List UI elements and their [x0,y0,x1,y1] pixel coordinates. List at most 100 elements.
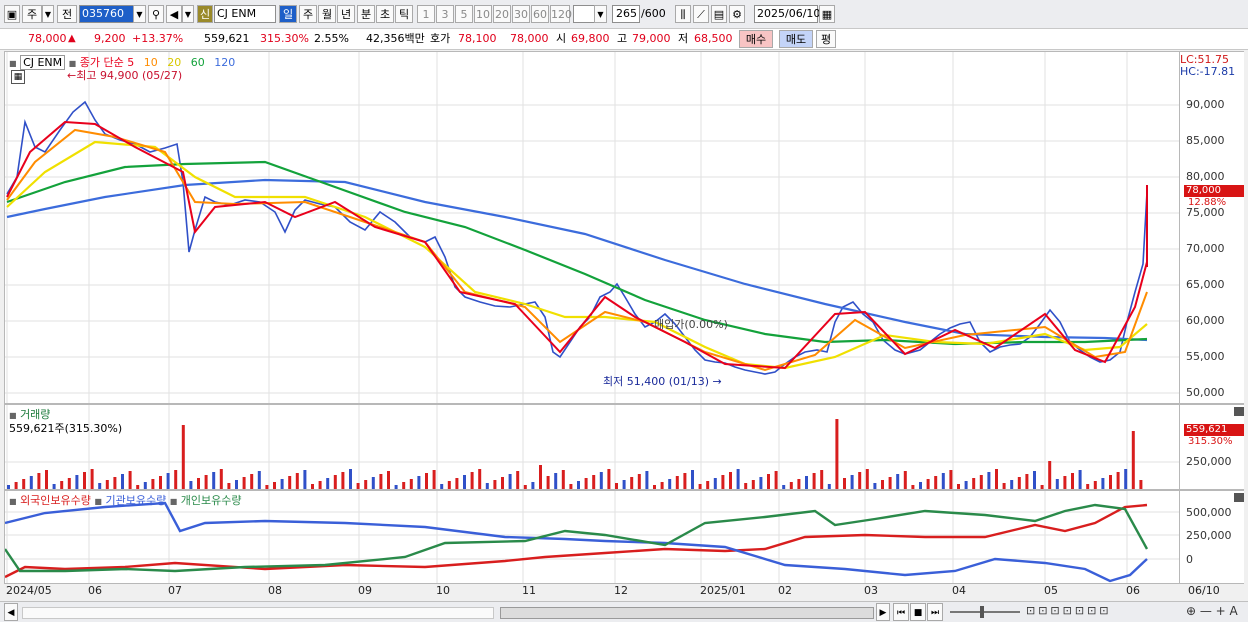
volume-chart[interactable] [5,405,1180,490]
volume-bar [326,478,330,489]
chevron-down-icon[interactable]: ▼ [133,5,146,23]
x-axis-label: 02 [778,584,792,597]
volume-bar [964,481,968,489]
interval-button-60[interactable]: 60 [531,5,549,23]
volume-bar [561,470,565,489]
volume-bar [706,481,710,489]
interval-button-1[interactable]: 1 [417,5,435,23]
volume-bar [463,475,466,489]
bid-price-2: 78,000 [510,32,549,45]
speaker-icon[interactable]: ◀ [166,5,182,23]
zoom-slider[interactable] [950,611,1020,613]
stop-icon[interactable]: ■ [910,603,926,621]
interval-button-10[interactable]: 10 [474,5,492,23]
period-button-second[interactable]: 초 [376,5,394,23]
volume-bar [858,472,862,489]
fast-forward-icon[interactable]: ⏭ [927,603,943,621]
buy-button[interactable]: 매수 [739,30,773,48]
period-button-week[interactable]: 주 [299,5,317,23]
volume-bar [546,476,550,489]
period-button-day[interactable]: 일 [279,5,297,23]
window-menu-icon[interactable]: ▣ [4,5,20,23]
period-button-minute[interactable]: 분 [357,5,375,23]
interval-button-5[interactable]: 5 [455,5,473,23]
prev-button[interactable]: 전 [57,5,77,23]
volume-bar [592,475,596,489]
interval-button-120[interactable]: 120 [550,5,572,23]
sell-button[interactable]: 매도 [779,30,813,48]
stock-code-input[interactable]: 035760 [79,5,135,23]
volume-bar [181,425,185,489]
chevron-down-icon[interactable]: ▼ [594,5,607,23]
volume-bar [584,478,588,489]
price-y-tick: 65,000 [1186,278,1225,291]
chevron-down-icon[interactable]: ▼ [42,5,54,23]
scroll-track[interactable] [22,607,494,619]
volume-bar [1002,483,1006,489]
scroll-right-icon[interactable]: ▶ [876,603,890,621]
candle-icon[interactable]: ⫼ [675,5,691,23]
high-label: 고 [617,32,628,45]
volume-bar [493,480,497,489]
rewind-icon[interactable]: ⏮ [893,603,909,621]
period-selector[interactable]: 주 [22,5,42,23]
save-icon[interactable]: ▤ [711,5,727,23]
price-y-tick: 50,000 [1186,386,1225,399]
volume-value: 559,621 [204,32,250,45]
volume-bar [379,474,383,489]
volume-panel[interactable]: ■ 거래량 559,621주(315.30%) [4,404,1180,490]
period-button-tick[interactable]: 틱 [395,5,413,23]
x-axis-label: 06 [1126,584,1140,597]
bottom-scroll-bar: ◀ ▶ ⏮ ■ ⏭ ⊡⊡⊡⊡⊡⊡⊡ ⊕ — + A [0,601,1248,622]
tool-icons[interactable]: ⊡⊡⊡⊡⊡⊡⊡ [1026,604,1112,617]
calendar-icon[interactable]: ▦ [819,5,835,23]
volume-bar [1033,471,1036,489]
volume-bar [1078,470,1082,489]
ma-title: 종가 단순 [79,56,124,69]
volume-bar [820,470,824,489]
minimize-icon[interactable] [1234,407,1244,416]
period-button-year[interactable]: 년 [337,5,355,23]
volume-value-text: 559,621주(315.30%) [9,422,123,435]
ma-period-5: 5 [127,56,135,69]
open-price: 69,800 [571,32,610,45]
holdings-y-tick: 250,000 [1186,529,1232,542]
holdings-y-tick: 500,000 [1186,506,1232,519]
minimize-icon[interactable] [1234,493,1244,502]
interval-button-30[interactable]: 30 [512,5,530,23]
search-icon[interactable]: ⚲ [148,5,164,23]
interval-button-3[interactable]: 3 [436,5,454,23]
x-axis-label: 05 [1044,584,1058,597]
period-button-month[interactable]: 월 [318,5,336,23]
hc-label: HC:-17.81 [1180,65,1236,78]
price-chart-panel[interactable]: ■ CJ ENM ■ 종가 단순 5 10 20 60 120 ▦ ←최고 94… [4,51,1180,404]
volume-bar [637,474,641,489]
price-chart[interactable] [5,52,1180,404]
open-label: 시 [556,32,567,45]
holdings-chart[interactable] [5,491,1180,584]
volume-bar [1063,476,1067,489]
price-axis: LC:51.75 HC:-17.81 90,000 85,000 80,000 75,… [1180,51,1244,404]
interval-button-20[interactable]: 20 [493,5,511,23]
holdings-panel[interactable]: ■ 외국인보유수량 ■ 기관보유수량 ■ 개인보유수량 [4,490,1180,584]
data-count-input[interactable]: 265 [612,5,640,23]
evaluate-button[interactable]: 평 [816,30,836,48]
scroll-left-icon[interactable]: ◀ [4,603,18,621]
gear-icon[interactable]: ⚙ [729,5,745,23]
volume-bar [242,477,246,489]
date-input[interactable]: 2025/06/10 [754,5,820,23]
chevron-down-icon[interactable]: ▼ [182,5,194,23]
low-price: 68,500 [694,32,733,45]
draw-tool-icon[interactable]: ⟋ [693,5,709,23]
zoom-slider-handle[interactable] [980,606,984,618]
zoom-controls[interactable]: ⊕ — + A [1186,604,1238,618]
volume-bar [995,469,998,489]
stock-type-badge: 신 [197,5,213,23]
table-icon[interactable]: ▦ [11,70,25,84]
volume-bar [675,476,679,489]
volume-bar [280,479,284,489]
volume-bar [539,465,542,489]
volume-bar [653,485,656,489]
volume-bar [1101,478,1105,489]
scroll-thumb[interactable] [500,607,874,619]
